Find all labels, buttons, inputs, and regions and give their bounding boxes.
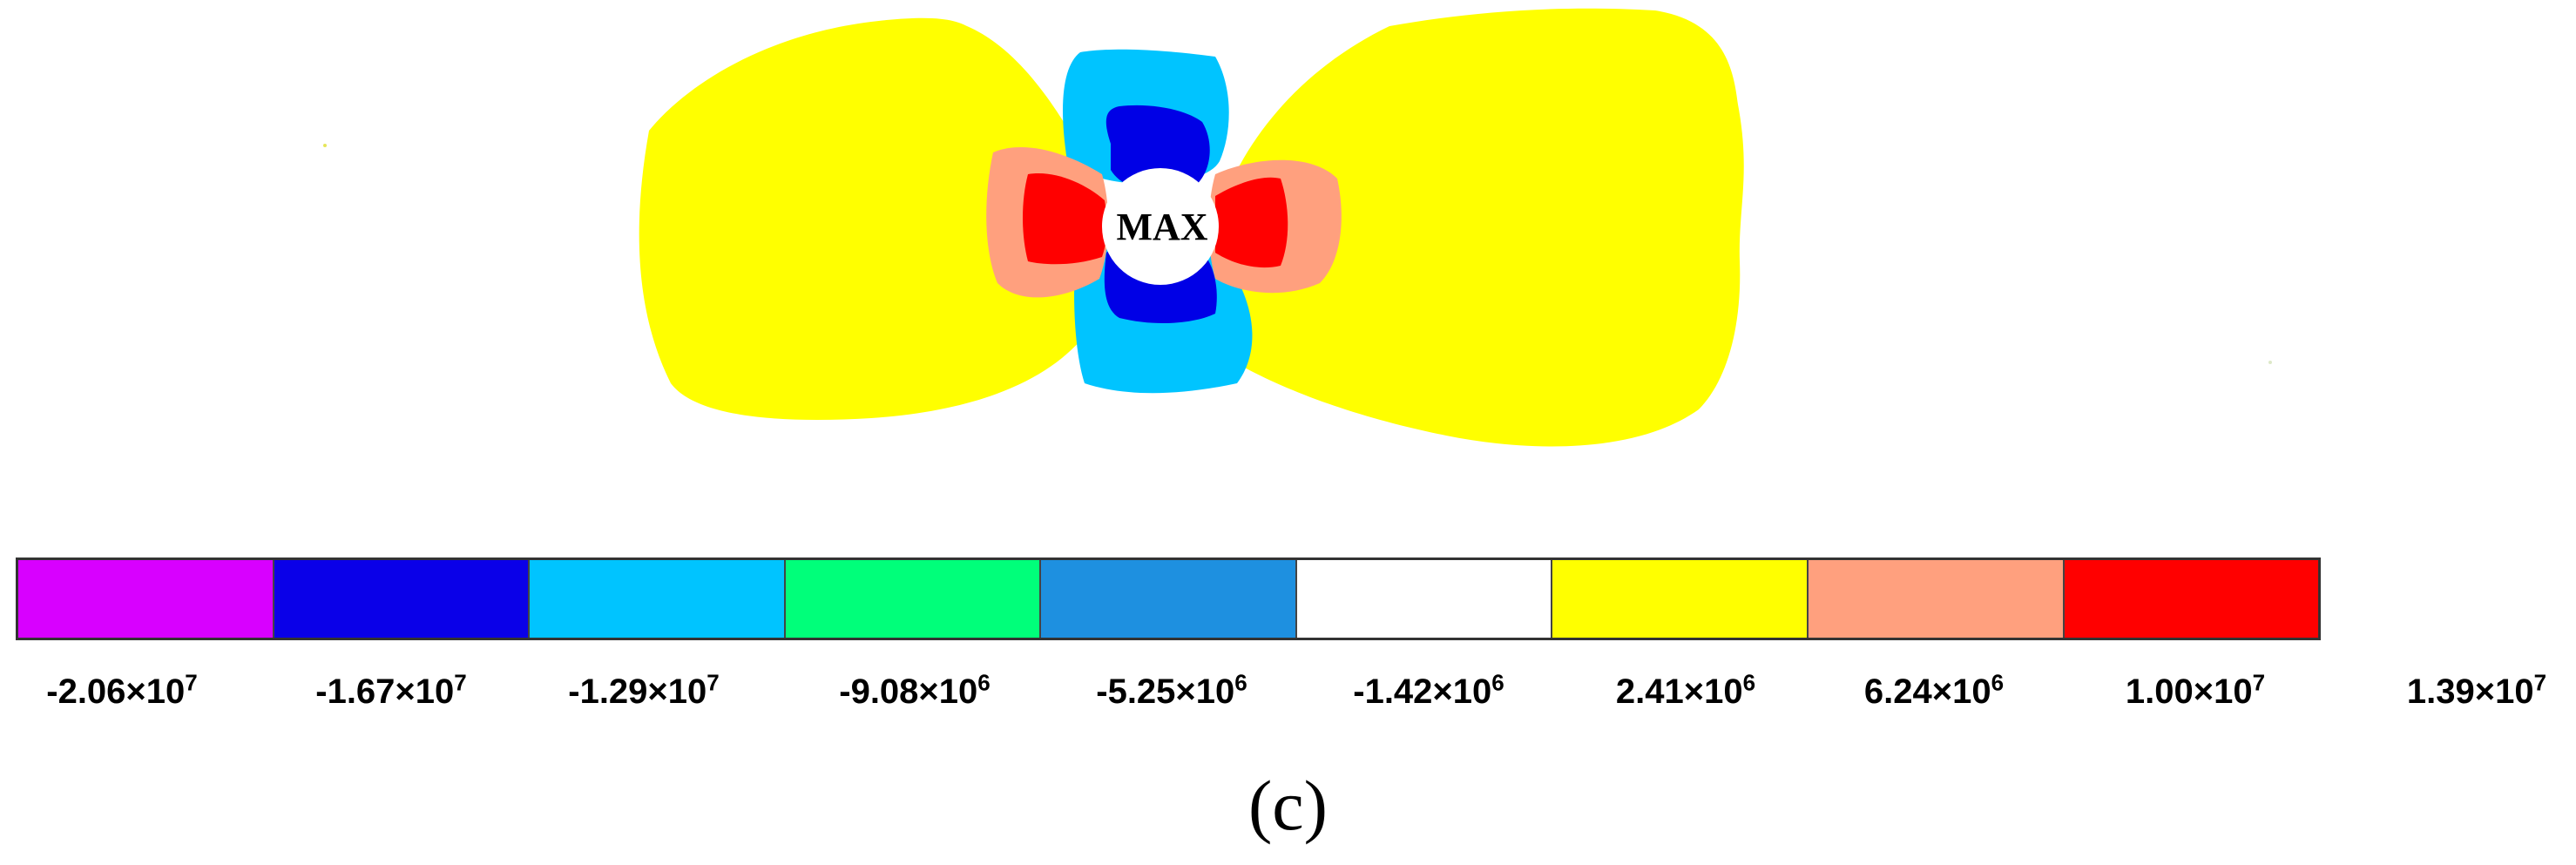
central-hole	[1102, 168, 1219, 285]
colorbar-tick-label: -5.25×106	[1096, 672, 1247, 712]
colorbar-segment	[530, 560, 786, 638]
tick-mantissa: 1.39×10	[2406, 672, 2534, 711]
colorbar-tick-label: -1.42×106	[1353, 672, 1504, 712]
colorbar-legend	[16, 558, 2321, 640]
tick-exponent: 7	[707, 669, 720, 696]
tick-mantissa: -1.42×10	[1353, 672, 1492, 711]
tick-exponent: 7	[2533, 669, 2547, 696]
colorbar-tick-label: -9.08×106	[839, 672, 991, 712]
figure-caption: (c)	[1247, 766, 1328, 845]
colorbar-segment	[785, 560, 1042, 638]
stress-contour-plot: MAX	[323, 8, 2272, 447]
dark-blue-top-lobe	[1105, 105, 1210, 192]
colorbar-tick-label: 6.24×106	[1864, 672, 2004, 712]
colorbar-tick-label: 1.39×107	[2407, 672, 2546, 712]
red-right-lobe	[1215, 177, 1288, 268]
colorbar-segment	[1808, 560, 2065, 638]
tick-exponent: 7	[2252, 669, 2266, 696]
tick-exponent: 6	[977, 669, 991, 696]
tick-mantissa: -1.67×10	[315, 672, 455, 711]
right-yellow-lobe	[1207, 8, 1744, 447]
colorbar-segment	[274, 560, 531, 638]
colorbar-tick-label: 1.00×107	[2126, 672, 2265, 712]
colorbar-segment	[1041, 560, 1297, 638]
tick-mantissa: 1.00×10	[2125, 672, 2253, 711]
colorbar-segment	[1552, 560, 1809, 638]
tick-mantissa: -5.25×10	[1096, 672, 1235, 711]
colorbar-segment	[2064, 560, 2319, 638]
colorbar-tick-label: -1.29×107	[568, 672, 720, 712]
left-yellow-lobe	[639, 17, 1108, 420]
max-label: MAX	[1116, 206, 1207, 248]
tick-exponent: 6	[1742, 669, 1756, 696]
tick-exponent: 7	[454, 669, 467, 696]
speck	[323, 144, 327, 147]
tick-exponent: 6	[1491, 669, 1504, 696]
red-left-lobe	[1023, 173, 1107, 265]
colorbar-tick-label: 2.41×106	[1616, 672, 1755, 712]
colorbar-tick-label: -2.06×107	[46, 672, 198, 712]
speck	[2268, 361, 2272, 364]
tick-mantissa: -1.29×10	[568, 672, 707, 711]
colorbar-tick-label: -1.67×107	[315, 672, 467, 712]
colorbar-segment	[1296, 560, 1553, 638]
tick-exponent: 6	[1991, 669, 2005, 696]
colorbar-segment	[18, 560, 274, 638]
tick-exponent: 6	[1234, 669, 1247, 696]
tick-mantissa: 6.24×10	[1863, 672, 1991, 711]
tick-mantissa: -2.06×10	[46, 672, 186, 711]
tick-exponent: 7	[185, 669, 198, 696]
tick-mantissa: 2.41×10	[1615, 672, 1743, 711]
tick-mantissa: -9.08×10	[839, 672, 978, 711]
